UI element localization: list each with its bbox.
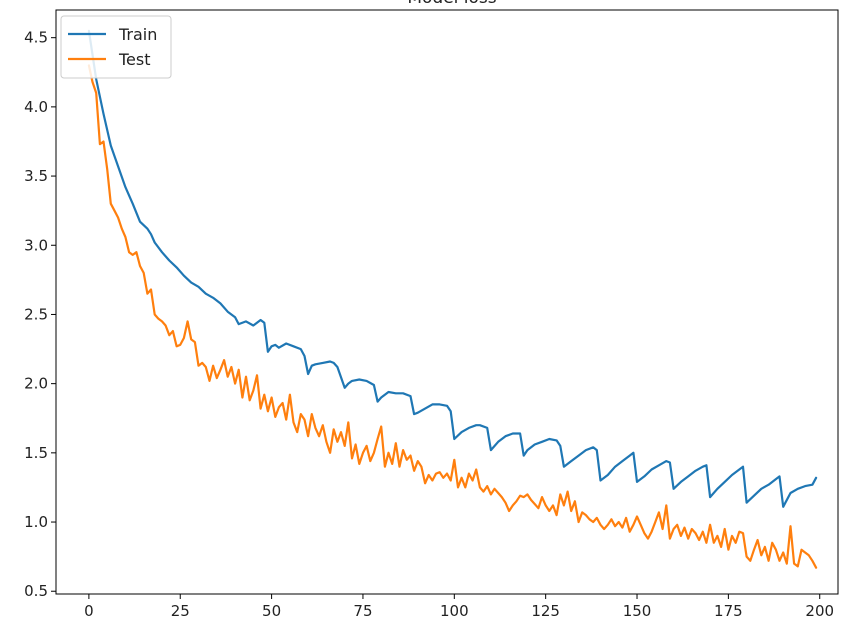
series-line-train [87, 29, 818, 508]
x-tick-label: 25 [171, 602, 190, 620]
legend-label-test: Test [118, 50, 151, 69]
y-tick-label: 3.5 [24, 167, 48, 185]
y-tick-label: 2.5 [24, 305, 48, 323]
x-tick-label: 0 [84, 602, 94, 620]
y-tick-label: 4.5 [24, 29, 48, 47]
x-tick-label: 100 [440, 602, 469, 620]
y-tick-label: 0.5 [24, 582, 48, 600]
y-tick-label: 1.0 [24, 513, 48, 531]
legend-label-train: Train [118, 25, 157, 44]
y-tick-label: 4.0 [24, 98, 48, 116]
x-axis: 0 25 50 75 100 125 150 175 200 [84, 594, 834, 620]
legend: Train Test [60, 15, 172, 79]
legend-box [60, 15, 172, 79]
x-tick-label: 50 [262, 602, 281, 620]
x-tick-label: 175 [714, 602, 743, 620]
x-tick-label: 75 [353, 602, 372, 620]
series-layer [87, 29, 818, 569]
x-tick-label: 200 [805, 602, 834, 620]
series-line-test [87, 64, 818, 569]
chart-title: Model loss [407, 0, 496, 8]
plot-area-frame [55, 9, 839, 595]
x-tick-label: 150 [623, 602, 652, 620]
y-tick-label: 3.0 [24, 236, 48, 254]
y-tick-label: 2.0 [24, 375, 48, 393]
y-axis: 0.5 1.0 1.5 2.0 2.5 3.0 3.5 4.0 4.5 [24, 29, 56, 600]
x-tick-label: 125 [531, 602, 560, 620]
y-tick-label: 1.5 [24, 444, 48, 462]
